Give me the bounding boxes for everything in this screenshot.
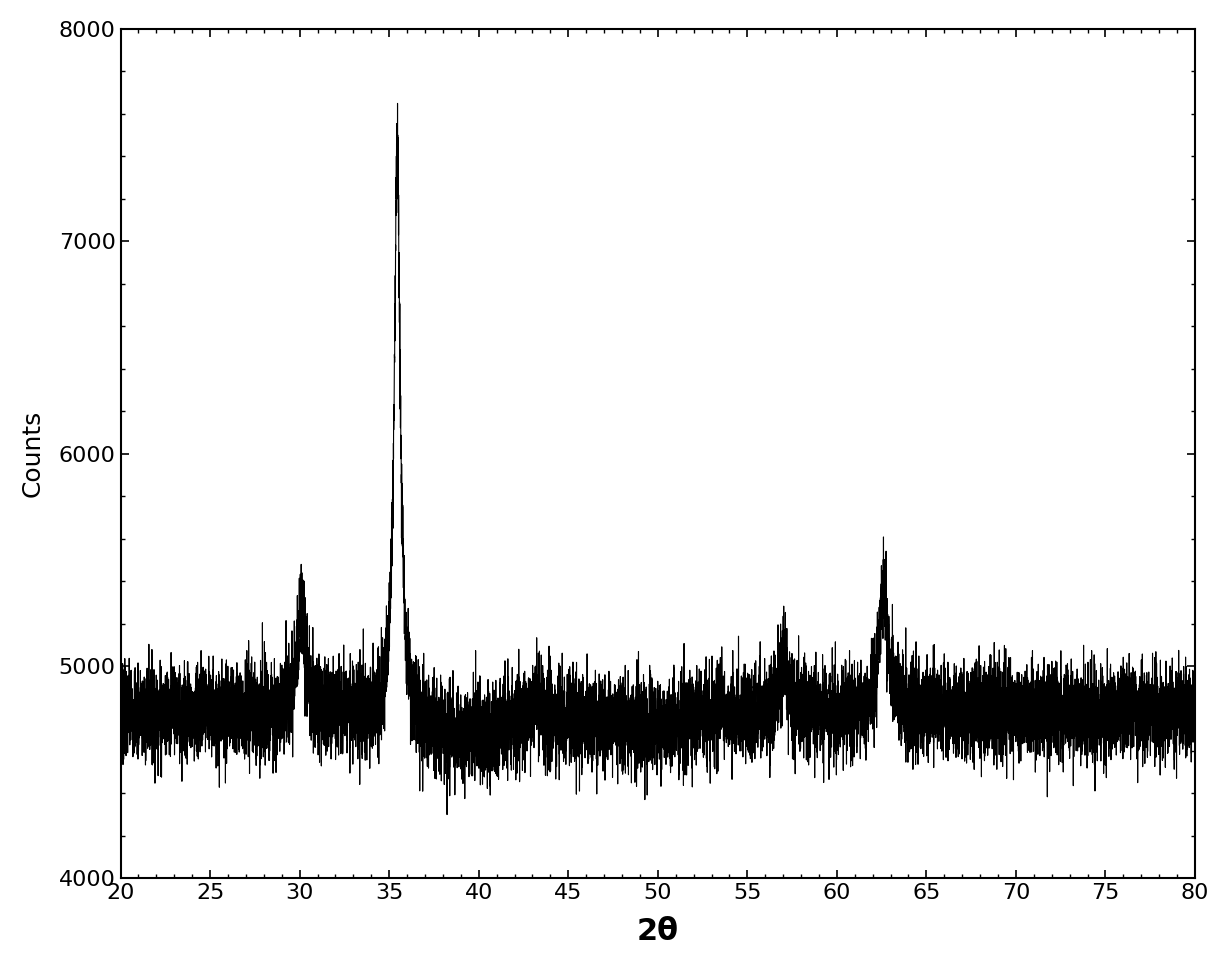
Y-axis label: Counts: Counts [21,410,44,497]
X-axis label: 2θ: 2θ [637,917,679,946]
